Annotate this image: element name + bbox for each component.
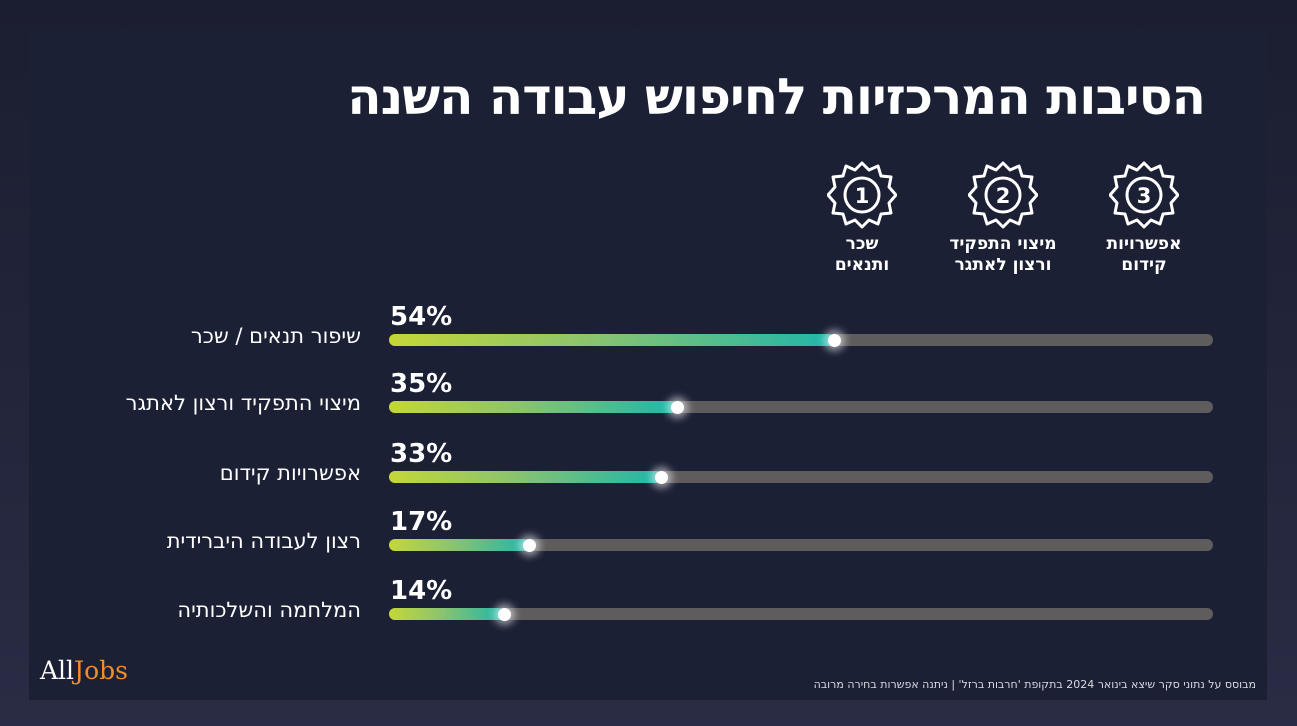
bar-category-label: המלחמה והשלכותיה [177,598,361,622]
bar-category-label: רצון לעבודה היברידית [166,529,361,553]
badge-label-line2: ורצון לאתגר [954,255,1052,275]
badge-1: 1 שכר ותנאים [787,160,937,276]
rosette-2-icon: 2 [968,161,1038,229]
page-title: הסיבות המרכזיות לחיפוש עבודה השנה [347,68,1206,126]
bar-track [389,471,1213,484]
bar-category-label: מיצוי התפקיד ורצון לאתגר [125,391,361,415]
bar-value-label: 14% [390,576,453,606]
bar-value-label: 35% [390,369,453,399]
bar-fill [389,334,834,346]
chart-panel [29,30,1267,700]
badge-label-line1: אפשרויות [1106,234,1182,254]
badge-number: 2 [996,184,1011,208]
bar-fill [389,471,661,483]
bar-end-marker [671,401,685,414]
bar-value-label: 17% [390,507,453,537]
footnote: מבוסס על נתוני סקר שיצא בינואר 2024 בתקו… [813,678,1256,691]
logo-all: All [40,656,75,685]
bar-fill [389,401,678,413]
rosette-3-icon: 3 [1109,161,1179,229]
badge-label-line2: ותנאים [834,255,890,275]
badge-3: 3 אפשרויות קידום [1069,160,1219,276]
logo-jobs: Jobs [74,656,128,685]
badge-label-line1: שכר [845,234,879,254]
bar-value-label: 54% [390,302,453,332]
bar-track [389,334,1213,347]
alljobs-logo: AllJobs [40,656,128,685]
bar-value-label: 33% [390,439,453,469]
bar-end-marker [523,539,537,552]
badge-2: 2 מיצוי התפקיד ורצון לאתגר [928,160,1078,276]
badge-number: 3 [1137,184,1152,208]
bar-fill [389,608,505,620]
bar-category-label: שיפור תנאים / שכר [190,324,361,348]
rosette-1-icon: 1 [827,161,897,229]
bar-track [389,539,1213,552]
bar-track [389,401,1213,414]
bar-end-marker [498,608,512,621]
bar-track [389,608,1213,621]
bar-end-marker [827,334,841,347]
bar-fill [389,539,530,551]
badge-label-line1: מיצוי התפקיד [949,234,1057,254]
bar-category-label: אפשרויות קידום [219,461,361,485]
bar-end-marker [654,471,668,484]
badge-label-line2: קידום [1121,255,1167,275]
badge-number: 1 [855,184,870,208]
